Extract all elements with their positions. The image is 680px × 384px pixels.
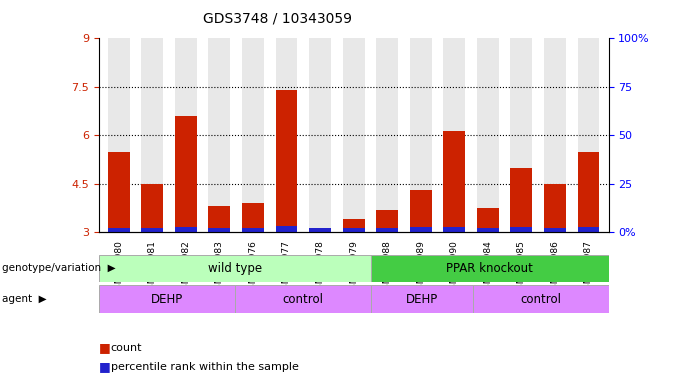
Bar	[544, 184, 566, 232]
Bar	[141, 228, 163, 232]
Bar	[343, 228, 364, 232]
Bar	[577, 152, 599, 232]
Bar	[443, 131, 465, 232]
Bar	[477, 38, 498, 232]
Bar	[376, 228, 398, 232]
Text: genotype/variation  ▶: genotype/variation ▶	[2, 263, 116, 273]
Bar	[443, 227, 465, 232]
Bar	[477, 208, 498, 232]
Bar	[175, 38, 197, 232]
Bar	[309, 38, 331, 232]
Bar	[242, 228, 264, 232]
Bar	[371, 255, 609, 282]
Bar	[209, 228, 231, 232]
Text: ■: ■	[99, 360, 110, 373]
Text: DEHP: DEHP	[150, 293, 183, 306]
Text: control: control	[282, 293, 323, 306]
Text: GDS3748 / 10343059: GDS3748 / 10343059	[203, 12, 352, 25]
Bar	[275, 38, 297, 232]
Text: percentile rank within the sample: percentile rank within the sample	[111, 362, 299, 372]
Bar	[242, 38, 264, 232]
Bar	[209, 207, 231, 232]
Bar	[175, 227, 197, 232]
Bar	[235, 285, 371, 313]
Bar	[209, 38, 231, 232]
Bar	[577, 227, 599, 232]
Bar	[371, 285, 473, 313]
Bar	[544, 228, 566, 232]
Bar	[99, 255, 371, 282]
Bar	[410, 38, 432, 232]
Bar	[99, 285, 235, 313]
Bar	[376, 38, 398, 232]
Bar	[511, 227, 532, 232]
Bar	[343, 38, 364, 232]
Bar	[309, 229, 331, 232]
Bar	[376, 210, 398, 232]
Bar	[511, 38, 532, 232]
Text: agent  ▶: agent ▶	[2, 294, 47, 304]
Bar	[275, 226, 297, 232]
Bar	[410, 227, 432, 232]
Bar	[141, 38, 163, 232]
Bar	[242, 203, 264, 232]
Bar	[410, 190, 432, 232]
Bar	[511, 168, 532, 232]
Text: control: control	[520, 293, 561, 306]
Bar	[544, 38, 566, 232]
Bar	[343, 219, 364, 232]
Text: wild type: wild type	[207, 262, 262, 275]
Text: DEHP: DEHP	[405, 293, 438, 306]
Bar	[577, 38, 599, 232]
Bar	[108, 152, 130, 232]
Bar	[309, 228, 331, 232]
Bar	[175, 116, 197, 232]
Bar	[275, 90, 297, 232]
Bar	[477, 228, 498, 232]
Bar	[108, 38, 130, 232]
Bar	[141, 184, 163, 232]
Bar	[108, 228, 130, 232]
Text: ■: ■	[99, 341, 110, 354]
Bar	[443, 38, 465, 232]
Text: count: count	[111, 343, 142, 353]
Text: PPAR knockout: PPAR knockout	[446, 262, 533, 275]
Bar	[473, 285, 609, 313]
